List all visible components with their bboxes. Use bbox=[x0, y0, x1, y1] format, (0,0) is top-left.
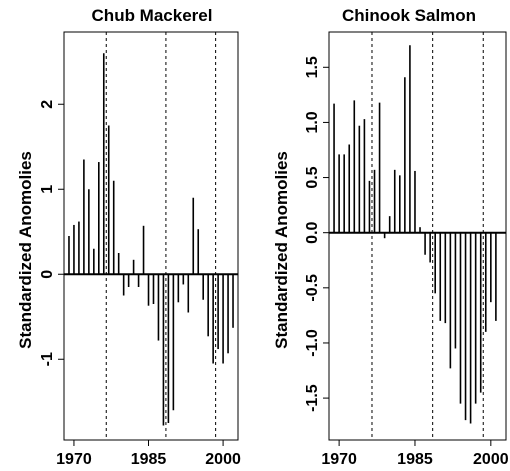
y-tick-label: 0.5 bbox=[304, 166, 321, 188]
y-tick-label: -1.5 bbox=[304, 384, 321, 412]
y-tick-label: 1 bbox=[39, 185, 56, 194]
x-tick-label: 1970 bbox=[321, 451, 357, 468]
y-tick-label: 0 bbox=[39, 270, 56, 279]
plot-frame bbox=[328, 31, 507, 441]
y-tick-label: 2 bbox=[39, 100, 56, 109]
chart-title: Chinook Salmon bbox=[342, 6, 476, 25]
chinook-salmon-panel: Chinook Salmon Standardized Anomolies 19… bbox=[272, 6, 509, 468]
y-tick-label: 1.5 bbox=[304, 56, 321, 78]
y-tick-label: -1 bbox=[39, 352, 56, 366]
y-tick-label: -0.5 bbox=[304, 274, 321, 302]
x-tick-label: 2000 bbox=[473, 451, 509, 468]
y-tick-label: 0.0 bbox=[304, 221, 321, 243]
y-tick-label: -1.0 bbox=[304, 329, 321, 357]
y-axis-label: Standardized Anomolies bbox=[272, 151, 291, 349]
x-tick-label: 2000 bbox=[205, 451, 241, 468]
x-tick-label: 1970 bbox=[56, 451, 92, 468]
plot-frame bbox=[63, 31, 239, 441]
y-axis-label: Standardized Anomolies bbox=[16, 151, 35, 349]
chart-title: Chub Mackerel bbox=[92, 6, 213, 25]
x-tick-label: 1985 bbox=[131, 451, 167, 468]
y-tick-label: 1.0 bbox=[304, 111, 321, 133]
x-tick-label: 1985 bbox=[397, 451, 433, 468]
chub-mackerel-panel: Chub Mackerel Standardized Anomolies 197… bbox=[16, 6, 241, 468]
